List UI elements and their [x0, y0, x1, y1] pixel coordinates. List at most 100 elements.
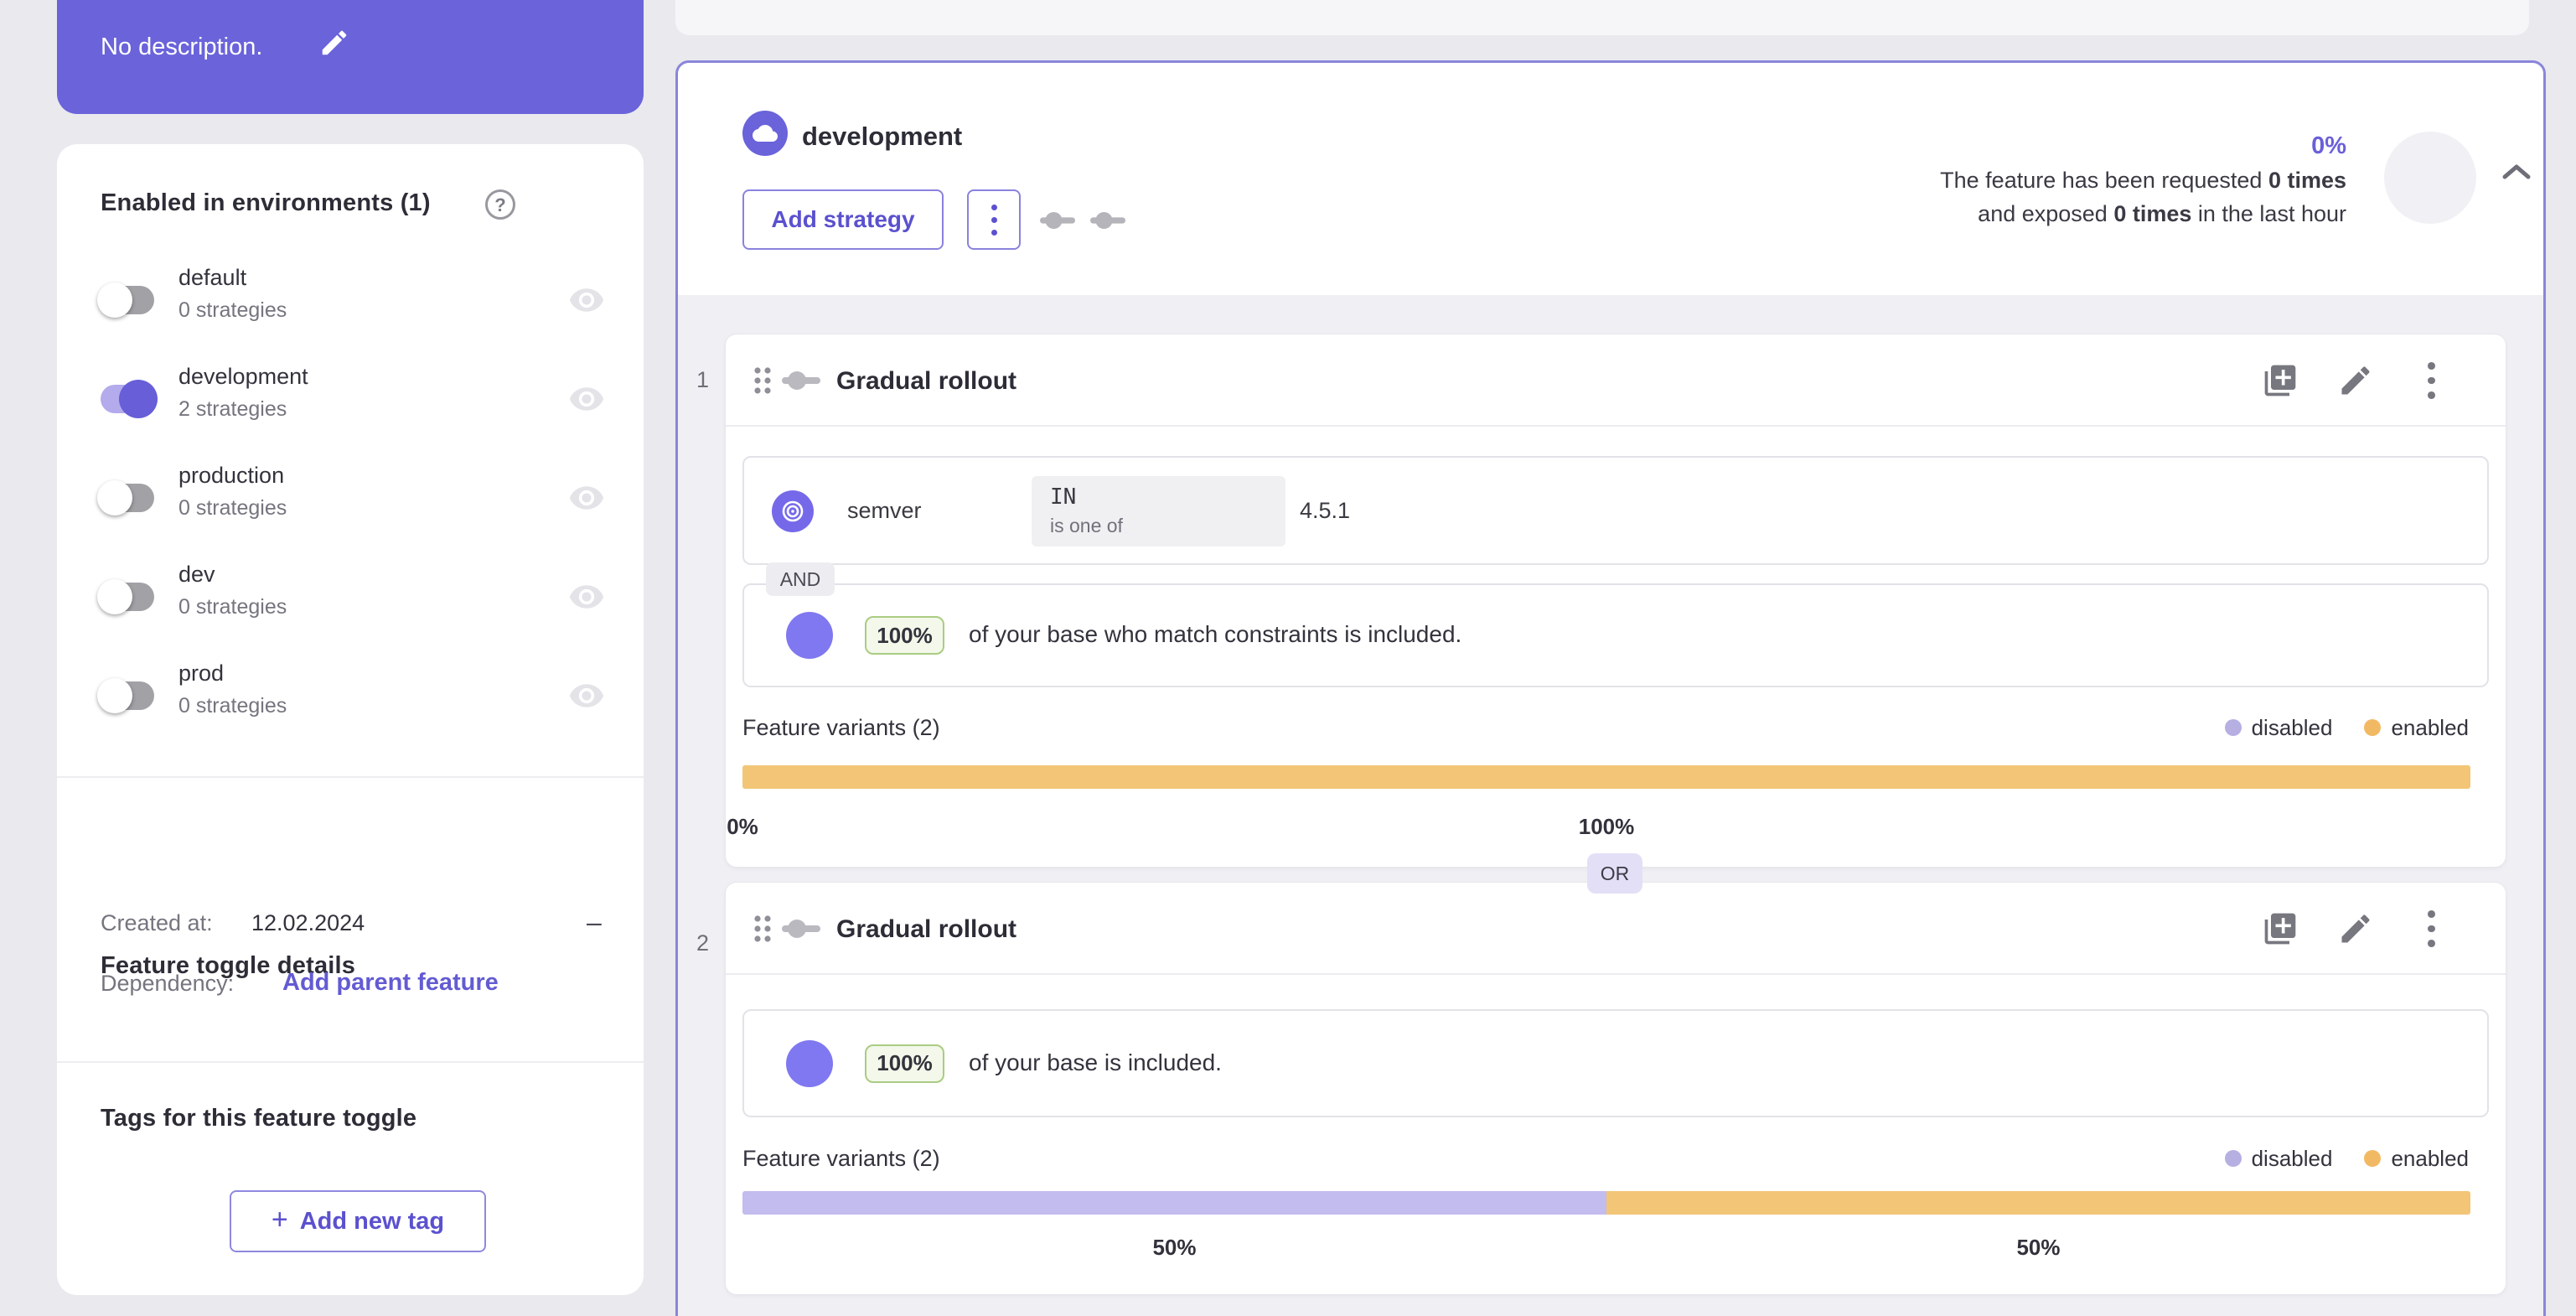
bar-segment-disabled	[742, 1191, 1606, 1215]
variants-legend: disabled enabled	[2224, 1145, 2469, 1172]
plus-icon: +	[271, 1204, 288, 1236]
divider	[57, 776, 644, 778]
dependency-label: Dependency:	[101, 971, 235, 996]
cloud-icon	[753, 125, 778, 142]
environment-toggle-default[interactable]	[97, 282, 154, 318]
divider	[57, 1061, 644, 1063]
strategy-header: Gradual rollout	[726, 334, 2506, 427]
environment-toggle-prod[interactable]	[97, 678, 154, 713]
visibility-eye-icon[interactable]	[566, 381, 607, 417]
help-icon[interactable]: ?	[485, 189, 515, 220]
bar-label-enabled: 50%	[2016, 1235, 2061, 1260]
environment-row-production: production 0 strategies	[97, 458, 610, 538]
drag-handle-icon[interactable]	[753, 366, 772, 395]
environment-strategy-count: 2 strategies	[178, 397, 287, 421]
legend-disabled-label: disabled	[2251, 714, 2333, 740]
sidebar-card: Enabled in environments (1) ? default 0 …	[57, 144, 644, 1295]
strategy-card-gradual-rollout-1: Gradual rollout semver	[725, 334, 2506, 868]
tags-heading: Tags for this feature toggle	[101, 1105, 417, 1132]
feature-variants-label: Feature variants (2)	[742, 714, 940, 740]
environment-toggle-production[interactable]	[97, 480, 154, 516]
strategy-header: Gradual rollout	[726, 883, 2506, 975]
edit-strategy-icon[interactable]	[2337, 362, 2374, 399]
strategy-index: 2	[696, 930, 710, 956]
add-parent-feature-link[interactable]: Add parent feature	[282, 969, 499, 996]
development-environment-card: development Add strategy 0% The feature …	[675, 60, 2546, 1316]
environment-row-development: development 2 strategies	[101, 359, 610, 439]
visibility-eye-icon[interactable]	[566, 282, 607, 319]
environment-row-prod: prod 0 strategies	[97, 655, 610, 736]
bar-segment-enabled	[742, 765, 2470, 789]
description-text: No description.	[101, 34, 263, 60]
visibility-eye-icon[interactable]	[566, 677, 607, 714]
stats-line-1: The feature has been requested 0 times	[1940, 168, 2346, 193]
rollout-percent-chip: 100%	[865, 616, 944, 655]
strategy-title: Gradual rollout	[836, 915, 1017, 943]
kebab-dot	[2427, 910, 2435, 918]
strategy-title: Gradual rollout	[836, 367, 1017, 395]
strategy-kebab-menu-icon[interactable]	[2413, 362, 2449, 400]
exposure-stats: 0% The feature has been requested 0 time…	[1940, 128, 2346, 231]
legend-enabled-label: enabled	[2391, 1145, 2469, 1171]
environment-strategy-count: 0 strategies	[178, 496, 287, 520]
legend-enabled-dot	[2364, 1150, 2382, 1167]
rollout-strategy-mini-icon	[1040, 210, 1075, 231]
copy-strategy-icon[interactable]	[2262, 910, 2299, 947]
environment-name: development	[178, 364, 308, 389]
feature-variants-row: Feature variants (2) disabled enabled	[742, 713, 2469, 742]
legend-enabled-label: enabled	[2391, 714, 2469, 740]
variants-legend: disabled enabled	[2224, 714, 2469, 741]
kebab-dot	[2427, 925, 2435, 933]
variants-bar-labels: 0% 100%	[727, 814, 2470, 842]
environment-name: prod	[178, 661, 225, 686]
drag-handle-icon[interactable]	[753, 914, 772, 943]
toggle-thumb	[97, 678, 132, 713]
description-card: No description.	[57, 0, 644, 114]
constraint-box: semver IN is one of 4.5.1	[742, 456, 2489, 565]
legend-disabled-dot	[2224, 719, 2242, 736]
rollout-box: 100% of your base who match constraints …	[742, 583, 2489, 687]
rollout-strategy-icon	[781, 370, 821, 391]
chevron-up-icon[interactable]	[2501, 162, 2535, 195]
and-conjunction-chip: AND	[766, 562, 835, 596]
bar-label-disabled: 50%	[1152, 1235, 1197, 1260]
legend-disabled-label: disabled	[2251, 1145, 2333, 1171]
variants-distribution-bar	[742, 765, 2470, 789]
details-heading: Feature toggle details	[101, 952, 356, 979]
environment-row-default: default 0 strategies	[97, 260, 610, 340]
kebab-dot	[991, 216, 997, 223]
strategy-kebab-menu-icon[interactable]	[2413, 910, 2449, 948]
environment-name: default	[178, 265, 247, 290]
visibility-eye-icon[interactable]	[566, 479, 607, 516]
toggle-thumb	[97, 282, 132, 318]
edit-description-icon[interactable]	[318, 27, 350, 59]
environment-toggle-development[interactable]	[101, 380, 158, 418]
environments-heading: Enabled in environments (1)	[101, 189, 431, 216]
environment-header: development Add strategy 0% The feature …	[678, 63, 2543, 295]
operator-name: IN	[1050, 484, 1077, 510]
environment-strategy-count: 0 strategies	[178, 694, 287, 718]
feature-variants-row: Feature variants (2) disabled enabled	[742, 1144, 2469, 1173]
variants-bar-labels: 50% 50%	[742, 1235, 2470, 1263]
strategy-list-area: 1 Gradual rollout	[678, 295, 2543, 1316]
constraint-value: 4.5.1	[1300, 498, 1351, 523]
kebab-dot	[2427, 362, 2435, 370]
add-new-tag-button[interactable]: + Add new tag	[230, 1190, 486, 1252]
exposure-donut-placeholder	[2384, 132, 2476, 224]
toggle-thumb	[97, 579, 132, 614]
edit-strategy-icon[interactable]	[2337, 910, 2374, 947]
collapse-minus-icon[interactable]: –	[587, 907, 602, 937]
environment-strategy-count: 0 strategies	[178, 298, 287, 322]
rollout-description: of your base is included.	[969, 1049, 1222, 1075]
strategy-card-gradual-rollout-2: Gradual rollout 100% of your base is inc…	[725, 882, 2506, 1295]
add-strategy-button[interactable]: Add strategy	[742, 189, 944, 250]
environment-row-dev: dev 0 strategies	[97, 557, 610, 637]
environment-kebab-menu-button[interactable]	[967, 189, 1021, 250]
visibility-eye-icon[interactable]	[566, 578, 607, 615]
constraint-target-icon	[772, 490, 814, 532]
rollout-box: 100% of your base is included.	[742, 1009, 2489, 1117]
copy-strategy-icon[interactable]	[2262, 362, 2299, 399]
environment-toggle-dev[interactable]	[97, 579, 154, 614]
kebab-dot	[2427, 376, 2435, 385]
created-at-label: Created at:	[101, 910, 213, 935]
